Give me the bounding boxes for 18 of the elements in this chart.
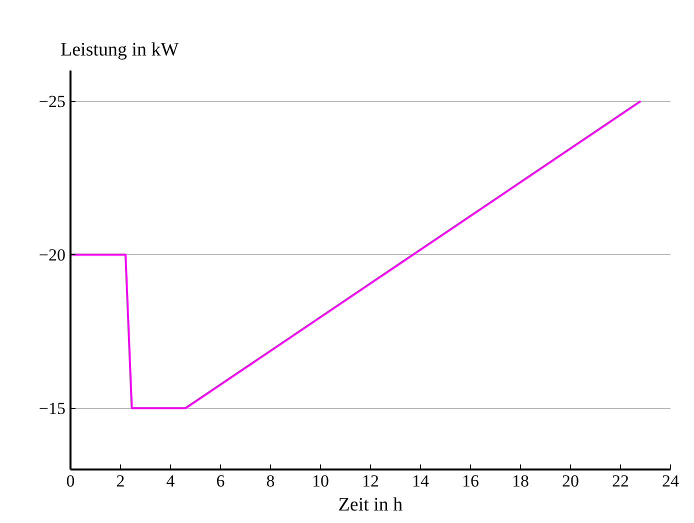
y-tick-label: −20	[38, 246, 66, 265]
x-tick-label: 10	[312, 472, 329, 490]
x-axis-title: Zeit in h	[338, 494, 404, 516]
x-tick-label: 12	[362, 472, 379, 490]
y-tick-label: −25	[38, 92, 66, 112]
x-tick-label: 14	[412, 472, 430, 490]
x-tick-label: 20	[562, 472, 579, 490]
x-tick-label: 6	[216, 472, 225, 490]
x-tick-label: 2	[116, 472, 125, 490]
x-tick-label: 22	[612, 472, 629, 490]
x-tick-label: 24	[662, 472, 680, 490]
x-tick-label: 0	[66, 472, 75, 490]
y-tick-label: −15	[38, 399, 66, 418]
x-tick-label: 8	[266, 472, 275, 490]
x-tick-label: 4	[166, 472, 176, 490]
x-tick-label: 16	[462, 472, 479, 490]
x-tick-label: 18	[512, 472, 529, 490]
y-axis-title: Leistung in kW	[60, 40, 179, 60]
